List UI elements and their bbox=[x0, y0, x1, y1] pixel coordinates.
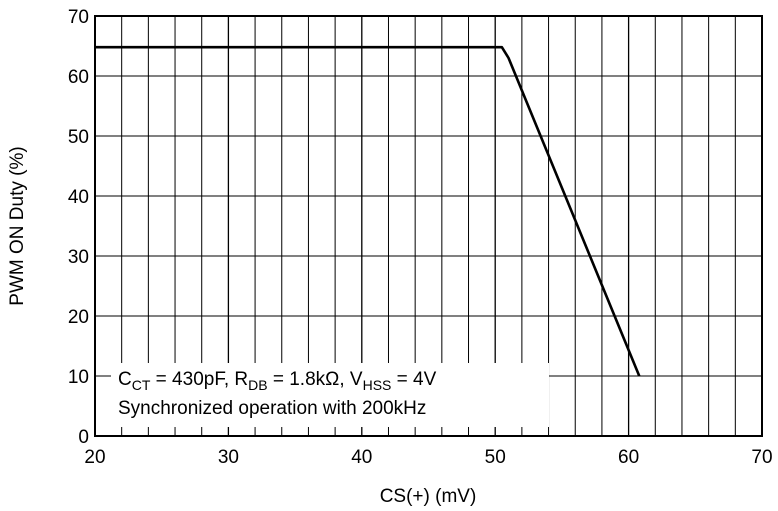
x-tick-label: 60 bbox=[618, 447, 639, 468]
series-line bbox=[95, 45, 641, 377]
y-tick-label: 70 bbox=[68, 7, 89, 28]
annotation-line-1: CCT = 430pF, RDB = 1.8kΩ, VHSS = 4V bbox=[118, 369, 437, 393]
annotation-box bbox=[111, 363, 549, 427]
x-tick-label: 20 bbox=[84, 447, 105, 468]
y-axis-title: PWM ON Duty (%) bbox=[7, 146, 28, 305]
x-axis-title: CS(+) (mV) bbox=[380, 486, 477, 507]
tick-labels: 20 30 40 50 60 70 0 10 20 30 40 50 60 70 bbox=[68, 7, 773, 468]
x-tick-label: 40 bbox=[351, 447, 372, 468]
x-tick-label: 30 bbox=[218, 447, 239, 468]
plot-frame bbox=[94, 15, 763, 437]
y-tick-label: 20 bbox=[68, 307, 89, 328]
y-tick-label: 50 bbox=[68, 127, 89, 148]
y-tick-label: 30 bbox=[68, 247, 89, 268]
y-tick-label: 40 bbox=[68, 187, 89, 208]
x-tick-label: 70 bbox=[751, 447, 772, 468]
y-tick-label: 10 bbox=[68, 367, 89, 388]
x-tick-label: 50 bbox=[485, 447, 506, 468]
series bbox=[95, 45, 641, 377]
y-tick-label: 60 bbox=[68, 67, 89, 88]
annotation-line-2: Synchronized operation with 200kHz bbox=[118, 398, 426, 419]
y-tick-label: 0 bbox=[78, 427, 89, 448]
